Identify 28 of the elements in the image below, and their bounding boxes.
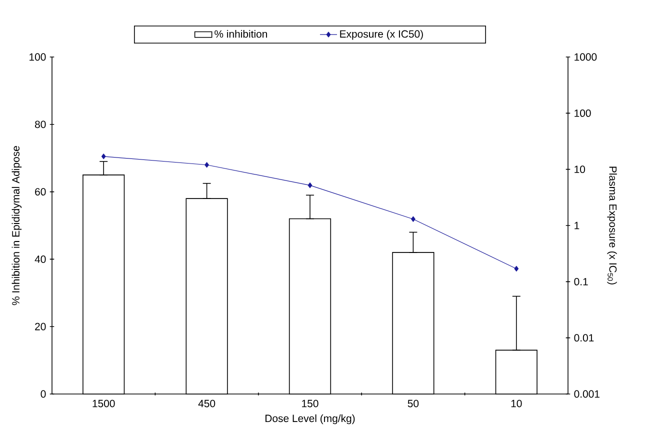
point: [411, 216, 416, 222]
y-axis-title: % Inhibition in Epididymal Adipose: [12, 146, 22, 306]
y2-tick-label: 100: [574, 109, 591, 117]
y-tick-label: 60: [35, 188, 46, 196]
y2-axis-title: Plasma Exposure (x IC$_{50}$): [607, 166, 617, 284]
y-tick-label: 0: [40, 390, 46, 398]
y2-tick-label: 0.001: [574, 390, 600, 398]
y-tick-label: 20: [35, 322, 46, 330]
y2-tick-label: 0.1: [574, 278, 588, 286]
legend-label: % inhibition: [214, 30, 268, 38]
legend-label: Exposure (x IC50): [340, 30, 423, 40]
point: [514, 266, 519, 272]
y2-tick-label: 1000: [574, 53, 597, 61]
y2-tick-label: 0.01: [574, 334, 594, 342]
x-tick-label: 10: [511, 400, 522, 408]
point: [204, 162, 209, 168]
point: [101, 154, 106, 160]
point: [308, 182, 312, 188]
x-tick-label: 1500: [92, 400, 115, 408]
y-tick-label: 40: [34, 256, 46, 263]
x-tick-label: 50: [408, 400, 419, 408]
y-tick-label: 80: [35, 120, 46, 128]
y2-tick-label: 10: [574, 166, 586, 174]
y2-tick-label: 1: [574, 222, 580, 230]
x-tick-label: 450: [198, 400, 216, 408]
x-tick-label: 150: [302, 400, 318, 408]
x-axis-title: Dose Level (mg/kg): [266, 414, 355, 424]
y-tick-label: 100: [30, 53, 46, 61]
